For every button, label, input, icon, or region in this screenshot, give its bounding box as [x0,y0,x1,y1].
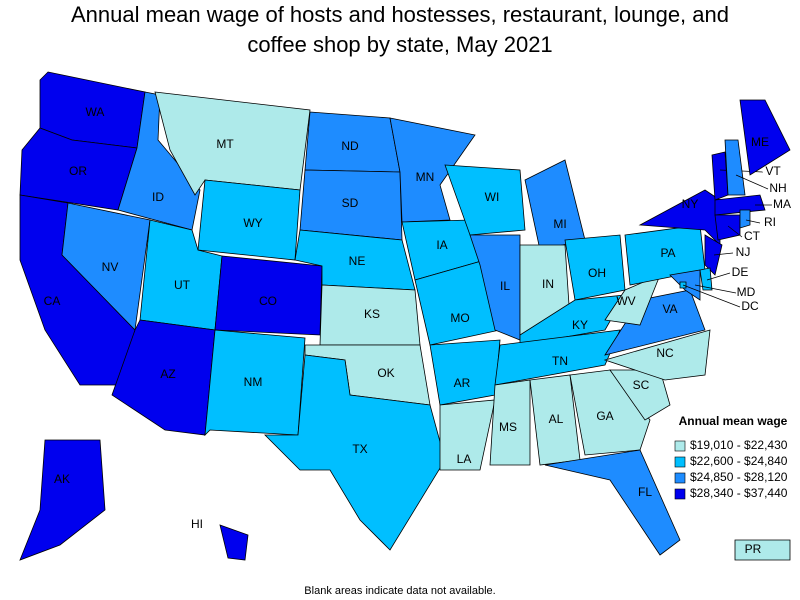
legend-swatch [674,440,686,452]
state [704,234,723,276]
leader-line [735,174,769,190]
state-label: AZ [160,367,175,381]
state [724,139,746,196]
state [439,399,496,471]
legend-swatch [674,472,686,484]
state [714,214,741,241]
state-label: TN [552,354,568,368]
legend-swatch [674,488,686,500]
state-label: MA [773,197,791,211]
state-label: IL [500,279,510,293]
state-label: NH [769,181,786,195]
state-label: MO [450,311,469,325]
state-label: IN [542,277,554,291]
state-label: PR [745,542,762,556]
state [264,354,446,551]
state-label: MT [216,137,234,151]
state-label: NM [244,375,263,389]
state-label: DE [732,265,749,279]
state-label: NY [682,197,699,211]
state [569,369,651,456]
leader-line [713,252,734,256]
state-label: WY [243,216,262,230]
footnote: Blank areas indicate data not available. [304,585,495,597]
state-label: OR [69,164,87,178]
state-label: GA [596,409,613,423]
state [603,329,711,381]
state [389,117,476,223]
state-label: IA [436,238,447,252]
state-label: VA [662,302,677,316]
state-label: AL [549,412,564,426]
leader-line [727,225,743,238]
state [204,329,306,437]
state-label: MS [499,420,517,434]
leader-line [706,272,731,281]
state-label: OK [377,366,394,380]
state [219,524,249,561]
state-label: TX [352,442,367,456]
leader-line [745,219,761,224]
state [734,539,791,561]
state [429,339,501,406]
legend-label: $28,340 - $37,440 [690,486,788,500]
state-label: CO [259,294,277,308]
state-label: NC [656,346,674,360]
state-label: HI [191,517,203,531]
map-title: Annual mean wage of hosts and hostesses,… [71,2,729,57]
state [469,234,521,341]
legend-label: $24,850 - $28,120 [690,470,788,484]
state-label: KS [364,307,380,321]
state [739,209,751,229]
leader-line [694,284,737,294]
state-label: MN [416,170,435,184]
state-label: PA [660,246,675,260]
state-label: AR [454,376,471,390]
state-label: ID [152,190,164,204]
state-label: ND [341,139,359,153]
state [544,449,681,556]
state [489,379,531,466]
state-label: WV [616,294,635,308]
state [524,159,586,251]
state [739,99,791,176]
state [19,439,106,561]
state-label: NJ [736,245,751,259]
state-label: NE [349,254,366,268]
state [714,194,766,216]
state-label: SC [633,378,650,392]
leader-line [682,284,741,308]
legend-label: $22,600 - $24,840 [690,454,788,468]
state [494,329,621,386]
state-label: NV [102,260,119,274]
state-label: KY [572,318,588,332]
state [699,267,713,291]
state-label: RI [764,215,776,229]
state-label: LA [457,452,472,466]
state-label: WA [86,105,105,119]
state-label: MD [737,285,756,299]
legend-label: $19,010 - $22,430 [690,438,788,452]
state-label: FL [638,485,652,499]
state [444,164,526,236]
state-label: DC [741,299,759,313]
state-label: OH [588,266,606,280]
state-label: VT [765,164,781,178]
state-label: MI [553,217,566,231]
state-label: CT [744,229,761,243]
state-label: WI [485,190,500,204]
state-label: AK [54,472,70,486]
state-label: UT [174,278,191,292]
state-label: ME [751,135,769,149]
legend-title: Annual mean wage [679,414,788,428]
state-label: SD [342,196,359,210]
state-label: CA [44,294,61,308]
state [711,151,729,201]
legend-swatch [674,456,686,468]
